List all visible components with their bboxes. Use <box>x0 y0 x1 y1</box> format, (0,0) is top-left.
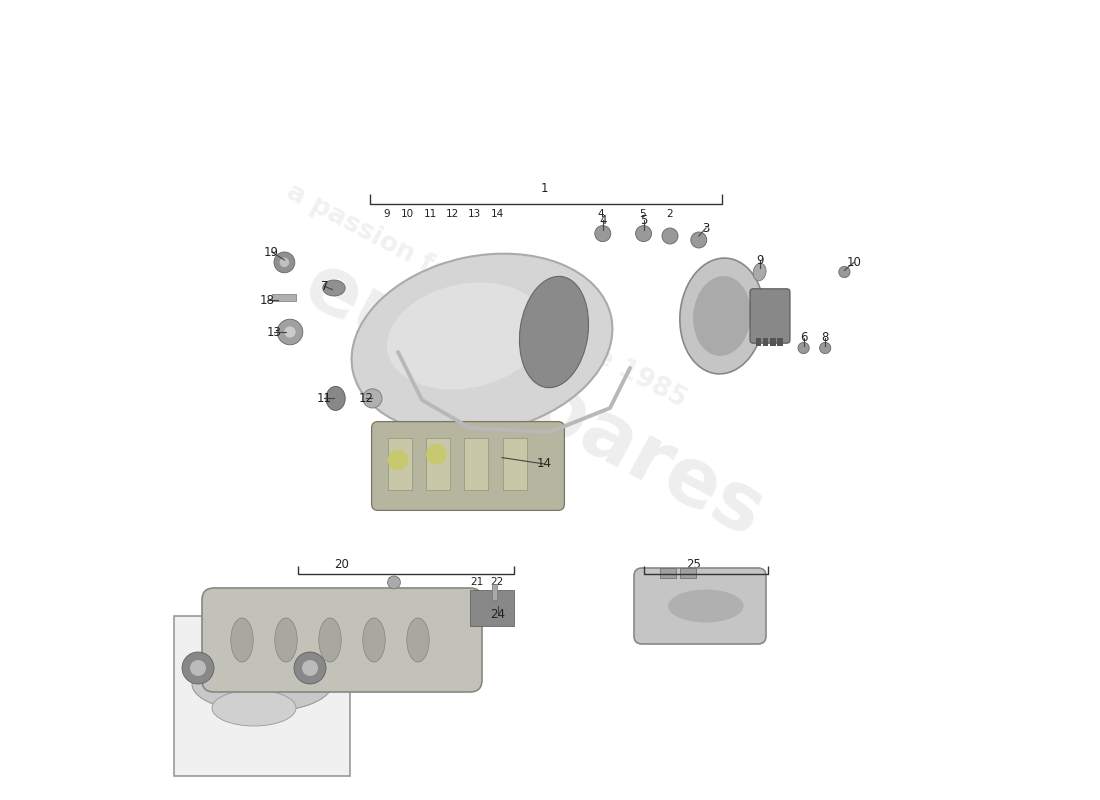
Ellipse shape <box>363 618 385 662</box>
Text: 7: 7 <box>321 280 328 293</box>
Bar <box>493 584 497 600</box>
Circle shape <box>277 319 302 345</box>
Text: 11: 11 <box>424 209 437 218</box>
Text: 22: 22 <box>490 578 503 587</box>
Circle shape <box>820 342 830 354</box>
FancyBboxPatch shape <box>372 422 564 510</box>
Text: 1: 1 <box>541 182 548 194</box>
Ellipse shape <box>192 656 332 712</box>
Ellipse shape <box>680 258 764 374</box>
FancyBboxPatch shape <box>634 568 766 644</box>
Circle shape <box>427 445 446 464</box>
Ellipse shape <box>231 618 253 662</box>
Ellipse shape <box>754 263 766 281</box>
Text: 5: 5 <box>639 209 646 218</box>
Circle shape <box>285 326 296 338</box>
Text: 19: 19 <box>264 246 279 258</box>
Text: 11: 11 <box>317 392 332 405</box>
Text: 14: 14 <box>537 458 552 470</box>
Text: 8: 8 <box>822 331 829 344</box>
Circle shape <box>363 389 382 408</box>
Bar <box>756 338 761 346</box>
Circle shape <box>691 232 707 248</box>
Text: 12: 12 <box>359 392 374 405</box>
Ellipse shape <box>407 618 429 662</box>
Circle shape <box>274 252 295 273</box>
Bar <box>770 338 776 346</box>
Ellipse shape <box>519 276 588 388</box>
Circle shape <box>388 450 408 470</box>
Ellipse shape <box>326 386 345 410</box>
Text: 5: 5 <box>640 214 647 226</box>
Text: eurospares: eurospares <box>290 246 778 554</box>
Ellipse shape <box>668 590 744 622</box>
Text: 6: 6 <box>800 331 807 344</box>
Ellipse shape <box>322 280 345 296</box>
Bar <box>660 568 676 578</box>
Text: 9: 9 <box>384 209 390 218</box>
FancyBboxPatch shape <box>750 289 790 343</box>
Bar <box>470 590 514 626</box>
Text: 12: 12 <box>446 209 459 218</box>
Circle shape <box>595 226 610 242</box>
Circle shape <box>636 226 651 242</box>
Text: 23: 23 <box>387 578 400 587</box>
Circle shape <box>190 660 206 676</box>
Circle shape <box>798 342 810 354</box>
Bar <box>762 338 769 346</box>
Text: 10: 10 <box>402 209 415 218</box>
Bar <box>387 438 411 490</box>
Bar <box>426 438 450 490</box>
Text: 9: 9 <box>756 254 763 266</box>
Text: a passion for parts since 1985: a passion for parts since 1985 <box>282 179 691 413</box>
Circle shape <box>182 652 214 684</box>
Text: 10: 10 <box>847 256 861 269</box>
Text: 14: 14 <box>491 209 504 218</box>
Text: 25: 25 <box>686 558 702 570</box>
Bar <box>680 568 695 578</box>
Text: 3: 3 <box>702 222 710 234</box>
Text: 13: 13 <box>266 326 282 338</box>
Ellipse shape <box>693 276 751 356</box>
Bar <box>272 294 296 301</box>
Text: 2: 2 <box>667 209 673 218</box>
FancyBboxPatch shape <box>202 588 482 692</box>
Text: 21: 21 <box>470 578 483 587</box>
Circle shape <box>294 652 326 684</box>
Ellipse shape <box>319 618 341 662</box>
Text: 4: 4 <box>598 209 605 218</box>
Bar <box>778 338 783 346</box>
Circle shape <box>839 266 850 278</box>
Circle shape <box>387 576 400 589</box>
Ellipse shape <box>275 618 297 662</box>
Bar <box>464 438 488 490</box>
Text: 27: 27 <box>659 578 672 587</box>
Circle shape <box>662 228 678 244</box>
Text: 13: 13 <box>469 209 482 218</box>
Ellipse shape <box>212 690 296 726</box>
Text: 4: 4 <box>600 214 606 226</box>
Text: 26: 26 <box>718 578 732 587</box>
Text: 18: 18 <box>261 294 275 306</box>
Text: 24: 24 <box>491 608 506 621</box>
Ellipse shape <box>387 282 544 390</box>
Ellipse shape <box>352 254 613 434</box>
Bar <box>503 438 527 490</box>
Text: 20: 20 <box>334 558 350 570</box>
Bar <box>174 616 350 776</box>
Circle shape <box>302 660 318 676</box>
Circle shape <box>279 258 289 267</box>
